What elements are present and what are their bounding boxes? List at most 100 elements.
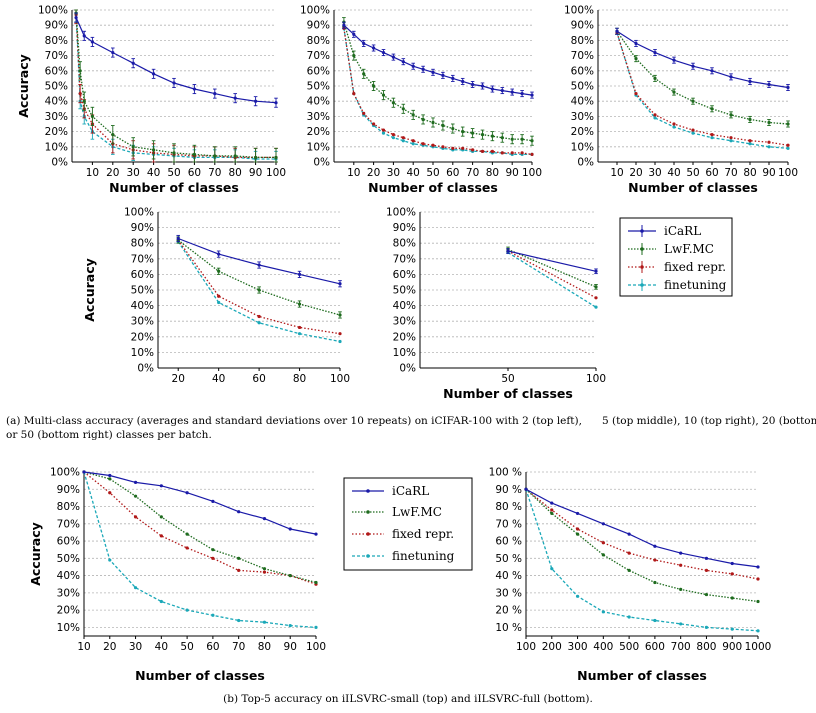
- data-point-icarl: [524, 487, 528, 491]
- data-point-fixed: [500, 151, 504, 155]
- data-point-lwf: [510, 137, 514, 141]
- x-tick-label: 40: [667, 167, 680, 179]
- data-point-finetuning: [704, 625, 709, 629]
- x-tick-label: 100: [516, 641, 536, 653]
- data-point-fixed: [510, 151, 514, 155]
- data-point-fixed: [729, 136, 733, 140]
- data-point-lwf: [756, 599, 760, 604]
- data-point-lwf: [729, 113, 733, 117]
- x-tick-label: 80: [293, 373, 306, 385]
- y-tick-label: 60%: [45, 65, 68, 77]
- y-tick-label: 60 %: [495, 536, 522, 548]
- data-point-fixed: [297, 325, 302, 330]
- y-tick-label: 40%: [131, 300, 154, 312]
- data-point-icarl: [172, 81, 176, 85]
- data-point-icarl: [451, 76, 455, 80]
- data-point-icarl: [131, 61, 135, 65]
- series-line-lwf: [507, 248, 597, 288]
- series-line-icarl: [343, 24, 533, 96]
- data-point-finetuning: [381, 131, 386, 135]
- data-point-fixed: [704, 568, 709, 573]
- data-point-lwf: [90, 114, 94, 118]
- data-point-icarl: [288, 527, 292, 531]
- data-point-icarl: [342, 23, 346, 27]
- data-point-finetuning: [338, 339, 342, 344]
- legend-a-fixed-label: fixed repr.: [664, 260, 726, 274]
- y-tick-label: 40 %: [495, 570, 522, 582]
- y-tick-label: 20%: [307, 126, 330, 138]
- data-point-lwf: [411, 113, 415, 117]
- x-tick-label: 70: [724, 167, 737, 179]
- data-point-icarl: [653, 544, 657, 548]
- data-point-lwf: [213, 154, 217, 158]
- legend-a-lwf-label: LwF.MC: [664, 242, 714, 256]
- data-point-icarl: [254, 99, 258, 103]
- y-tick-label: 80%: [307, 35, 330, 47]
- data-point-lwf: [211, 548, 215, 552]
- data-point-lwf: [372, 84, 376, 88]
- data-point-fixed: [262, 570, 267, 574]
- x-tick-label: 50: [180, 641, 193, 653]
- y-tick-label: 100 %: [489, 467, 522, 479]
- data-point-lwf: [550, 511, 554, 516]
- data-point-icarl: [185, 491, 189, 495]
- data-point-finetuning: [653, 618, 657, 623]
- data-point-fixed: [634, 92, 638, 96]
- legend-a-fixed: fixed repr.: [628, 260, 726, 274]
- y-tick-label: 50%: [45, 81, 68, 93]
- x-tick-label: 80: [229, 167, 242, 179]
- data-point-fixed: [653, 113, 657, 117]
- y-tick-label: 80%: [45, 35, 68, 47]
- y-tick-label: 10%: [307, 141, 330, 153]
- data-point-finetuning: [691, 131, 695, 135]
- y-tick-label: 90 %: [495, 484, 522, 496]
- series-line-finetuning: [616, 32, 789, 149]
- x-tick-label: 90: [762, 167, 775, 179]
- data-point-fixed: [461, 146, 465, 150]
- data-point-icarl: [748, 79, 752, 84]
- legend-b-finetuning-label: finetuning: [392, 549, 455, 563]
- data-point-fixed: [338, 332, 342, 336]
- x-tick-label: 60: [446, 167, 459, 179]
- data-point-icarl: [672, 58, 676, 62]
- x-tick-label: 50: [501, 373, 514, 385]
- y-tick-label: 30 %: [495, 587, 522, 599]
- chart-cifar-5: 0% 10% 20% 30% 40% 50% 60% 70% 80% 90% 100% 10 20 30 4…: [300, 5, 542, 196]
- legend-b-fixed-label: fixed repr.: [392, 527, 454, 541]
- legend-a-icarl-label: iCaRL: [664, 224, 701, 238]
- x-tick-label: 50: [686, 167, 699, 179]
- x-tick-label: 30: [127, 167, 140, 179]
- y-tick-label: 70%: [131, 253, 154, 265]
- data-point-lwf: [172, 151, 176, 155]
- series-line-fixed: [83, 471, 317, 585]
- y-axis-label: Accuracy: [16, 54, 31, 118]
- x-tick-label: 30: [129, 641, 142, 653]
- y-tick-label: 100%: [564, 5, 594, 17]
- legend-b-fixed: fixed repr.: [352, 527, 454, 541]
- data-point-fixed: [530, 152, 534, 156]
- y-tick-label: 60%: [307, 65, 330, 77]
- data-point-lwf: [786, 122, 790, 126]
- y-tick-label: 20%: [571, 126, 594, 138]
- x-tick-label: 100: [266, 167, 286, 179]
- data-point-lwf: [314, 580, 318, 585]
- x-tick-label: 20: [103, 641, 116, 653]
- legend-b-lwf-label: LwF.MC: [392, 505, 442, 519]
- y-tick-label: 20%: [393, 331, 416, 343]
- x-tick-label: 800: [696, 641, 716, 653]
- data-point-icarl: [520, 92, 524, 96]
- data-point-finetuning: [710, 136, 714, 140]
- data-point-lwf: [254, 155, 258, 160]
- x-tick-label: 900: [722, 641, 742, 653]
- chart-ilsvrc-small: 10% 20% 30% 40% 50% 60% 70% 80% 90% 100% 10 20 30 40 5…: [28, 467, 326, 684]
- data-point-fixed: [391, 133, 395, 137]
- x-tick-label: 20: [172, 373, 185, 385]
- x-axis-label: Number of classes: [368, 180, 498, 195]
- series-line-lwf: [343, 22, 533, 142]
- y-tick-label: 70%: [45, 50, 68, 62]
- data-point-fixed: [133, 515, 138, 519]
- data-point-icarl: [704, 556, 709, 560]
- data-point-lwf: [352, 54, 356, 58]
- y-tick-label: 80%: [571, 35, 594, 47]
- data-point-fixed: [411, 139, 415, 143]
